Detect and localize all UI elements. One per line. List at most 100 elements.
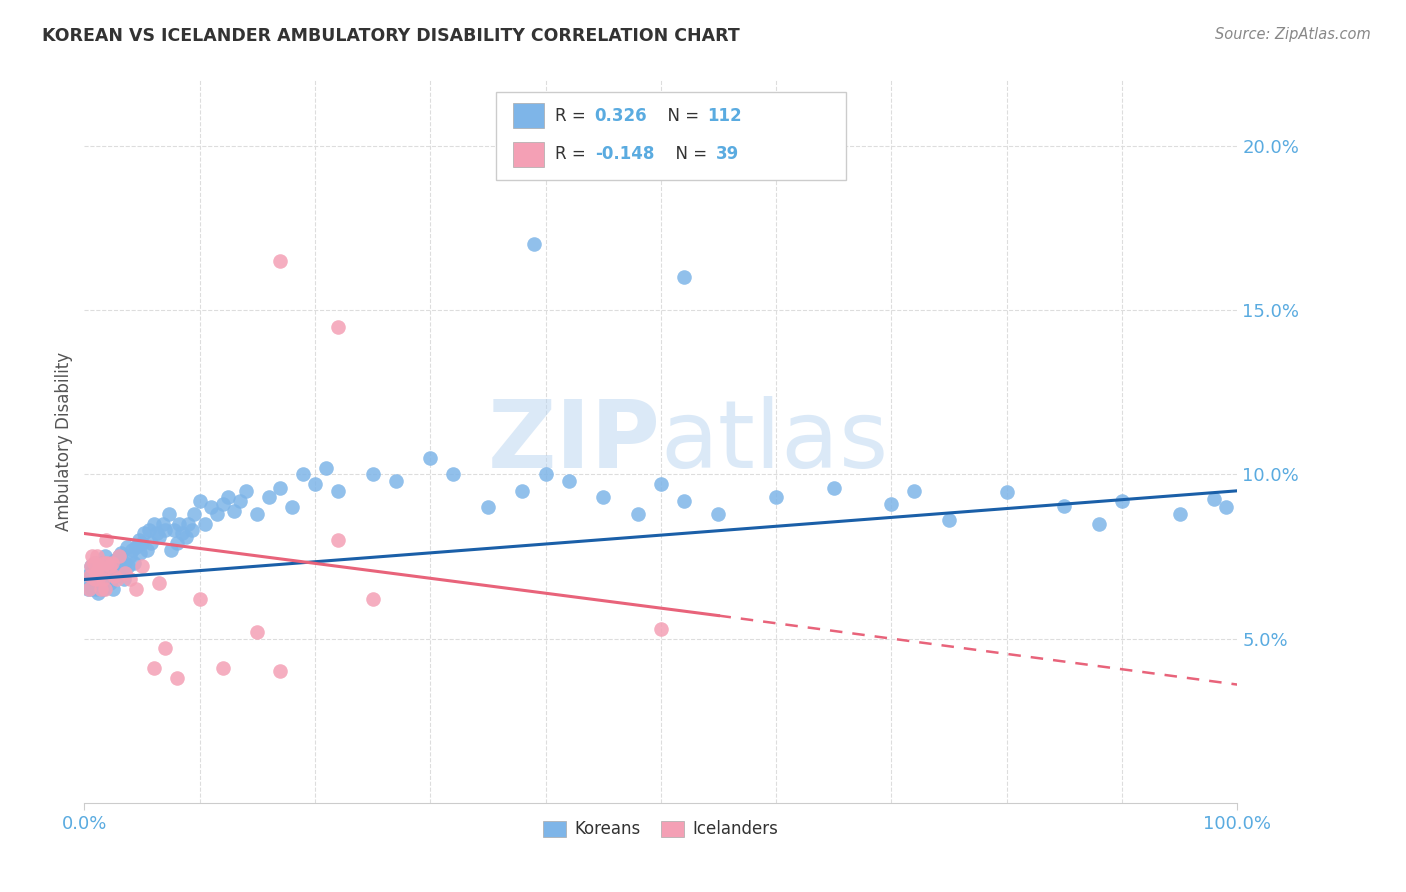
Point: [108, 549, 131, 564]
Text: KOREAN VS ICELANDER AMBULATORY DISABILITY CORRELATION CHART: KOREAN VS ICELANDER AMBULATORY DISABILIT…: [42, 27, 740, 45]
Text: -0.148: -0.148: [595, 145, 654, 163]
Point: [84, 566, 107, 580]
Point: [96, 533, 118, 547]
Text: 112: 112: [707, 107, 742, 125]
Point: [246, 625, 269, 640]
Point: [419, 450, 441, 465]
Point: [166, 671, 188, 685]
Point: [326, 483, 349, 498]
Point: [592, 491, 614, 505]
Point: [177, 516, 200, 531]
Point: [326, 319, 349, 334]
Point: [83, 556, 105, 570]
Point: [115, 540, 138, 554]
Point: [121, 542, 143, 557]
Point: [269, 481, 291, 495]
Point: [441, 467, 464, 482]
Point: [89, 579, 111, 593]
Point: [281, 500, 304, 515]
Point: [111, 563, 134, 577]
Point: [82, 582, 104, 597]
Point: [142, 516, 165, 531]
Point: [160, 542, 183, 557]
Point: [167, 516, 190, 531]
Y-axis label: Ambulatory Disability: Ambulatory Disability: [55, 352, 73, 531]
Point: [194, 516, 217, 531]
Point: [148, 575, 170, 590]
Point: [96, 566, 118, 580]
Point: [1088, 516, 1111, 531]
Point: [269, 253, 291, 268]
Text: Source: ZipAtlas.com: Source: ZipAtlas.com: [1215, 27, 1371, 42]
Point: [257, 491, 280, 505]
Point: [995, 485, 1018, 500]
Point: [823, 481, 845, 495]
Point: [361, 592, 384, 607]
Point: [86, 566, 108, 580]
Point: [128, 546, 150, 560]
Point: [1204, 491, 1226, 506]
Point: [141, 536, 163, 550]
Point: [108, 556, 131, 570]
Point: [96, 559, 118, 574]
Point: [188, 493, 211, 508]
Point: [98, 559, 121, 574]
Point: [103, 582, 124, 597]
Point: [153, 523, 176, 537]
Point: [157, 507, 180, 521]
Point: [148, 530, 170, 544]
Point: [672, 270, 695, 285]
Point: [101, 556, 124, 570]
Point: [91, 575, 114, 590]
Point: [80, 579, 103, 593]
Point: [142, 661, 165, 675]
Point: [672, 493, 695, 508]
Point: [96, 573, 118, 587]
Point: [80, 559, 103, 574]
Point: [1168, 507, 1191, 521]
Point: [77, 573, 100, 587]
Point: [89, 563, 111, 577]
Point: [94, 582, 117, 597]
Point: [163, 523, 186, 537]
Point: [83, 563, 105, 577]
Point: [80, 559, 103, 574]
Text: 0.326: 0.326: [595, 107, 647, 125]
Point: [100, 556, 122, 570]
Point: [627, 507, 650, 521]
Text: R =: R =: [555, 145, 592, 163]
Point: [120, 549, 142, 564]
Point: [205, 507, 228, 521]
Point: [94, 549, 117, 564]
Point: [361, 467, 384, 482]
Point: [91, 573, 114, 587]
Point: [90, 556, 112, 570]
Point: [188, 592, 211, 607]
Point: [211, 661, 233, 675]
Point: [153, 641, 176, 656]
Point: [89, 582, 111, 597]
Point: [82, 569, 104, 583]
Point: [91, 582, 114, 597]
Point: [224, 503, 246, 517]
Point: [98, 575, 121, 590]
Point: [269, 665, 291, 679]
Point: [218, 491, 240, 505]
Point: [180, 523, 202, 537]
Point: [880, 497, 903, 511]
Point: [117, 559, 139, 574]
Point: [166, 536, 188, 550]
Point: [152, 516, 174, 531]
Point: [104, 553, 127, 567]
Legend: Koreans, Icelanders: Koreans, Icelanders: [537, 814, 785, 845]
Point: [174, 530, 197, 544]
Point: [523, 237, 546, 252]
Text: N =: N =: [665, 145, 713, 163]
Point: [76, 582, 98, 597]
Point: [135, 542, 157, 557]
Point: [1053, 499, 1076, 513]
Point: [707, 507, 730, 521]
Point: [292, 467, 315, 482]
Point: [112, 573, 135, 587]
Point: [304, 477, 326, 491]
